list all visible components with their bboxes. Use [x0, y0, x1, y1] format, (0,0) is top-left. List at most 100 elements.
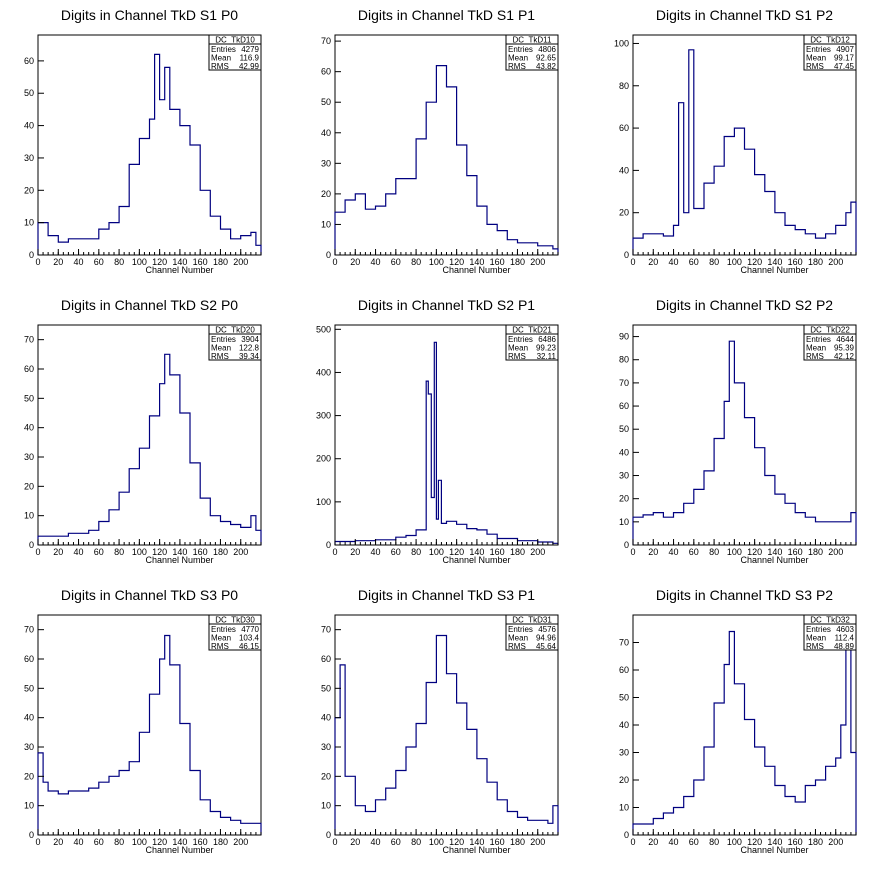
y-tick-label: 70 [321, 36, 331, 46]
stat-value-mean: 99.17 [834, 54, 855, 63]
x-tick-label: 80 [114, 257, 124, 267]
stat-label-entries: Entries [806, 335, 831, 344]
y-tick-label: 40 [24, 423, 34, 433]
y-tick-label: 0 [624, 540, 629, 550]
y-tick-label: 60 [619, 401, 629, 411]
x-tick-label: 20 [350, 837, 360, 847]
stat-label-entries: Entries [806, 45, 831, 54]
x-tick-label: 140 [172, 547, 187, 557]
x-tick-label: 100 [429, 837, 444, 847]
x-tick-label: 160 [490, 837, 505, 847]
stat-value-entries: 4603 [836, 625, 854, 634]
y-tick-label: 60 [24, 654, 34, 664]
x-tick-label: 180 [808, 547, 823, 557]
y-tick-label: 10 [24, 218, 34, 228]
x-tick-label: 60 [689, 257, 699, 267]
x-tick-label: 200 [530, 547, 545, 557]
x-tick-label: 140 [172, 837, 187, 847]
x-tick-label: 140 [767, 547, 782, 557]
y-tick-label: 30 [24, 452, 34, 462]
stat-box-name: DC_TkD22 [810, 326, 850, 335]
x-tick-label: 120 [449, 257, 464, 267]
x-tick-label: 60 [94, 547, 104, 557]
x-tick-label: 180 [213, 837, 228, 847]
stat-label-rms: RMS [508, 62, 526, 71]
stat-value-mean: 103.4 [239, 634, 260, 643]
stat-box-name: DC_TkD10 [215, 36, 255, 45]
y-tick-label: 40 [619, 447, 629, 457]
stat-box-name: DC_TkD20 [215, 326, 255, 335]
stat-box-name: DC_TkD31 [512, 616, 552, 625]
stat-value-entries: 4770 [241, 625, 259, 634]
x-axis-label: Channel Number [145, 265, 213, 275]
panel-title: Digits in Channel TkD S1 P2 [656, 7, 833, 23]
histogram-panel: Digits in Channel TkD S2 P00 20 40 60 80 100 1… [24, 297, 262, 565]
panel-title: Digits in Channel TkD S3 P0 [61, 587, 238, 603]
stat-value-mean: 95.39 [834, 344, 855, 353]
stat-value-mean: 122.8 [239, 344, 260, 353]
y-tick-label: 70 [24, 335, 34, 345]
histogram-series [37, 353, 262, 545]
x-tick-label: 40 [74, 257, 84, 267]
stat-value-rms: 42.99 [239, 62, 260, 71]
y-tick-label: 70 [619, 638, 629, 648]
histogram-series [37, 53, 262, 255]
histogram-panel: Digits in Channel TkD S2 P20 20 40 60 80 100 1… [619, 297, 857, 565]
x-tick-label: 0 [630, 837, 635, 847]
stat-value-entries: 4576 [538, 625, 556, 634]
x-tick-label: 120 [747, 257, 762, 267]
stat-value-mean: 112.4 [835, 634, 855, 643]
x-tick-label: 120 [152, 257, 167, 267]
x-tick-label: 160 [193, 547, 208, 557]
x-tick-label: 200 [530, 837, 545, 847]
stat-label-mean: Mean [211, 54, 231, 63]
histogram-series [632, 630, 857, 835]
stat-label-entries: Entries [508, 45, 533, 54]
x-tick-label: 100 [727, 257, 742, 267]
stat-box-frame [803, 324, 857, 361]
y-tick-label: 90 [619, 332, 629, 342]
x-tick-label: 0 [332, 547, 337, 557]
x-tick-label: 20 [648, 837, 658, 847]
stat-value-rms: 42.12 [834, 352, 855, 361]
x-tick-label: 140 [172, 257, 187, 267]
x-tick-label: 80 [114, 837, 124, 847]
x-tick-label: 100 [727, 837, 742, 847]
x-tick-label: 0 [630, 547, 635, 557]
stat-label-mean: Mean [508, 54, 528, 63]
x-tick-label: 200 [233, 837, 248, 847]
x-tick-label: 120 [152, 837, 167, 847]
stat-box-frame [505, 34, 559, 71]
y-tick-label: 30 [619, 748, 629, 758]
y-tick-label: 30 [619, 471, 629, 481]
stat-label-rms: RMS [211, 62, 229, 71]
y-tick-label: 70 [24, 625, 34, 635]
x-tick-label: 180 [213, 257, 228, 267]
x-axis-label: Channel Number [442, 845, 510, 855]
x-tick-label: 180 [510, 837, 525, 847]
histogram-series [334, 634, 559, 835]
stat-value-mean: 99.23 [536, 344, 557, 353]
stat-value-rms: 46.15 [239, 642, 260, 651]
x-tick-label: 200 [530, 257, 545, 267]
x-tick-label: 160 [788, 257, 803, 267]
panel-title: Digits in Channel TkD S1 P0 [61, 7, 238, 23]
x-tick-label: 40 [371, 547, 381, 557]
x-tick-label: 120 [449, 547, 464, 557]
stat-box-frame [208, 614, 262, 651]
x-tick-label: 140 [767, 257, 782, 267]
panel-title: Digits in Channel TkD S2 P1 [358, 297, 535, 313]
x-axis-label: Channel Number [442, 265, 510, 275]
panel-title: Digits in Channel TkD S3 P2 [656, 587, 833, 603]
x-tick-label: 20 [53, 837, 63, 847]
x-tick-label: 100 [429, 547, 444, 557]
x-tick-label: 100 [132, 257, 147, 267]
x-tick-label: 60 [689, 547, 699, 557]
y-tick-label: 100 [614, 38, 629, 48]
stat-box-frame [505, 614, 559, 651]
x-tick-label: 40 [371, 257, 381, 267]
panel-title: Digits in Channel TkD S2 P2 [656, 297, 833, 313]
